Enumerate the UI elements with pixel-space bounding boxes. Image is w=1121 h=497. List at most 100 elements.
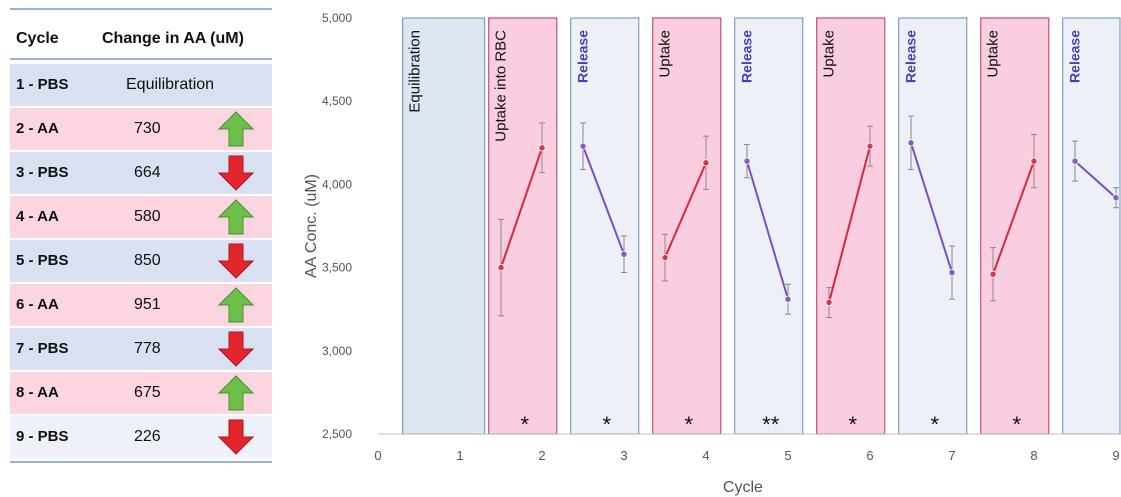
series-line: [1074, 160, 1117, 199]
header-cycle: Cycle: [16, 30, 59, 47]
table-top-rule: [10, 8, 272, 10]
significance-marker: *: [848, 412, 857, 437]
table-row: 3 - PBS 664: [10, 152, 272, 194]
phase-box: [898, 17, 968, 435]
up-arrow-icon: [218, 287, 254, 323]
row-change-value: 850: [134, 252, 161, 269]
phase-box: [1062, 17, 1121, 435]
significance-marker: *: [1012, 412, 1021, 437]
row-cycle: 4 - AA: [16, 208, 59, 225]
series-line: [828, 145, 871, 303]
row-cycle: 9 - PBS: [16, 428, 69, 445]
x-axis-title: Cycle: [723, 479, 763, 496]
row-cycle: 1 - PBS: [16, 76, 69, 93]
table-bottom-rule: [10, 461, 272, 463]
data-point: [825, 298, 833, 307]
y-tick-label: 5,000: [322, 11, 352, 25]
row-change-value: 778: [134, 340, 161, 357]
x-tick-label: 0: [374, 448, 381, 463]
phase-label: Uptake into RBC: [493, 30, 510, 142]
phase-label: Release: [739, 30, 755, 83]
table-row: 5 - PBS 850: [10, 240, 272, 282]
phase-box: [734, 17, 804, 435]
row-cycle: 6 - AA: [16, 296, 59, 313]
row-change-value: 675: [134, 384, 161, 401]
x-tick-label: 7: [948, 448, 955, 463]
data-point: [907, 139, 915, 147]
phase-box: [570, 17, 640, 435]
row-cycle: 2 - AA: [16, 120, 59, 137]
row-change-value: 226: [134, 428, 161, 445]
row-cycle: 7 - PBS: [16, 340, 69, 357]
phase-label: Release: [1067, 30, 1083, 83]
series-line: [582, 145, 625, 255]
data-point: [989, 270, 997, 278]
phase-label: Equilibration: [407, 30, 424, 113]
data-point: [702, 159, 710, 167]
table-row: 6 - AA 951: [10, 284, 272, 326]
x-tick-label: 8: [1030, 448, 1037, 463]
significance-marker: *: [930, 412, 939, 437]
row-cycle: 8 - AA: [16, 384, 59, 401]
phase-box: [816, 17, 886, 435]
row-change-value: 730: [134, 120, 161, 137]
change-table: Cycle Change in AA (uM) 1 - PBS Equilibra…: [10, 8, 272, 463]
significance-marker: **: [762, 412, 780, 437]
row-cycle: 5 - PBS: [16, 252, 69, 269]
phase-label: Uptake: [821, 30, 838, 78]
table-row: 8 - AA 675: [10, 372, 272, 414]
series-line: [664, 162, 707, 259]
x-tick-label: 4: [702, 448, 709, 463]
phase-label: Uptake: [657, 30, 674, 78]
y-tick-label: 3,000: [322, 344, 352, 358]
data-point: [538, 144, 546, 152]
table-row: 2 - AA 730: [10, 108, 272, 150]
phase-box: [401, 17, 486, 435]
y-tick-label: 4,000: [322, 177, 352, 191]
data-point: [784, 295, 792, 303]
down-arrow-icon: [218, 155, 254, 191]
x-tick-label: 6: [866, 448, 873, 463]
y-tick-label: 2,500: [322, 427, 352, 441]
data-point: [1071, 157, 1079, 165]
x-tick-label: 5: [784, 448, 791, 463]
down-arrow-icon: [218, 331, 254, 367]
phase-box: [488, 17, 558, 435]
data-point: [948, 268, 956, 277]
significance-marker: *: [520, 412, 529, 437]
series-line: [500, 147, 543, 268]
data-point: [579, 142, 587, 150]
y-axis-title: AA Conc. (uM): [303, 174, 320, 278]
x-tick-label: 3: [620, 448, 627, 463]
x-tick-label: 2: [538, 448, 545, 463]
data-point: [661, 254, 669, 262]
row-cycle: 3 - PBS: [16, 164, 69, 181]
x-tick-label: 1: [456, 448, 463, 463]
aa-concentration-chart: Equilibration Uptake into RBC * Release * Upt…: [303, 11, 1121, 496]
phase-label: Release: [903, 30, 919, 83]
up-arrow-icon: [218, 199, 254, 235]
row-change-value: 951: [134, 296, 161, 313]
y-tick-label: 3,500: [322, 261, 352, 275]
phase-label: Release: [575, 30, 591, 83]
row-change-value: 664: [134, 164, 161, 181]
significance-marker: *: [602, 412, 611, 437]
table-header: Cycle Change in AA (uM): [10, 22, 272, 56]
y-tick-label: 4,500: [322, 94, 352, 108]
row-change-value: 580: [134, 208, 161, 225]
data-point: [620, 250, 628, 258]
x-tick-label: 9: [1112, 448, 1119, 463]
series-line: [910, 142, 953, 273]
data-point: [1112, 194, 1120, 202]
row-change-value: Equilibration: [126, 76, 215, 93]
down-arrow-icon: [218, 243, 254, 279]
down-arrow-icon: [218, 419, 254, 455]
table-row: 7 - PBS 778: [10, 328, 272, 370]
data-point: [743, 157, 751, 165]
table-row: 4 - AA 580: [10, 196, 272, 238]
up-arrow-icon: [218, 375, 254, 411]
up-arrow-icon: [218, 111, 254, 147]
series-line: [992, 160, 1035, 275]
table-header-rule: [10, 58, 272, 60]
table-row: 9 - PBS 226: [10, 416, 272, 458]
